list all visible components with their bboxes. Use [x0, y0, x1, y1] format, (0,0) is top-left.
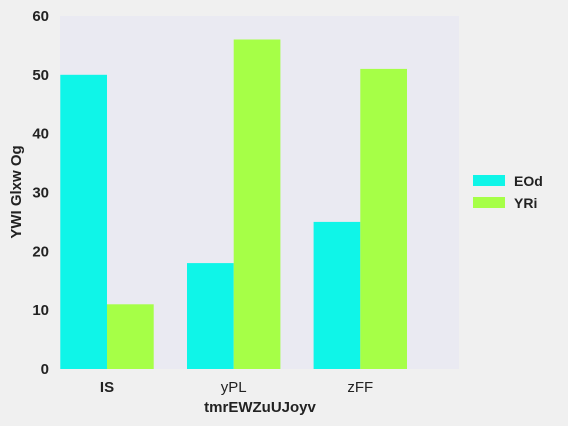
y-tick-label: 10 [32, 302, 49, 319]
y-axis-label: YWI Glxw Og [8, 145, 25, 238]
y-tick-label: 30 [32, 185, 49, 202]
y-tick-label: 50 [32, 67, 49, 84]
y-tick-label: 40 [32, 126, 49, 143]
legend: EOd YRi [473, 173, 543, 211]
bars-layer [60, 39, 407, 370]
legend-label-YRi: YRi [514, 195, 537, 211]
legend-swatch-YRi [473, 197, 505, 208]
y-tick-label: 60 [32, 8, 49, 25]
x-axis-label: tmrEWZuUJoyv [204, 399, 316, 416]
bar-YRi-IS [107, 304, 154, 369]
x-tick-label: IS [100, 379, 114, 396]
bar-YRi-zFF [360, 68, 407, 370]
x-tick-labels: IS yPL zFF [100, 379, 373, 396]
y-tick-labels: 0 10 20 30 40 50 60 [32, 8, 49, 378]
y-tick-label: 0 [41, 361, 49, 378]
y-tick-label: 20 [32, 243, 49, 260]
bar-EOd-zFF [313, 221, 361, 369]
bar-YRi-yPL [233, 39, 281, 369]
x-tick-label: yPL [221, 379, 247, 396]
bar-EOd-IS [60, 74, 107, 370]
legend-swatch-EOd [473, 175, 505, 186]
x-tick-label: zFF [347, 379, 373, 396]
legend-label-EOd: EOd [514, 173, 543, 189]
bar-EOd-yPL [187, 263, 234, 369]
